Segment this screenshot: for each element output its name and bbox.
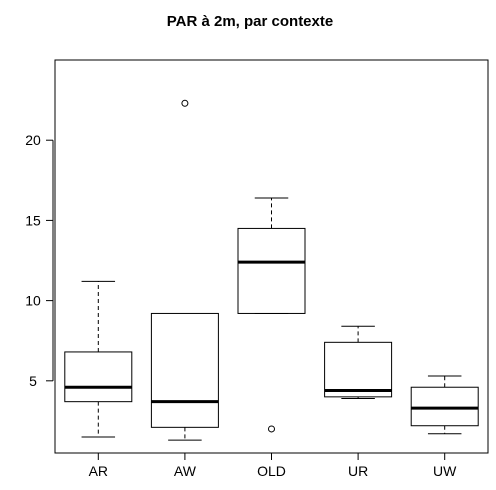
y-tick-label: 15 [25, 212, 41, 228]
x-axis: AR AW OLD UR UW [89, 453, 457, 479]
outlier-point [181, 99, 189, 107]
box-ur [324, 325, 393, 399]
box-iqr [150, 312, 219, 428]
box-aw [150, 99, 219, 441]
box-iqr [410, 386, 479, 427]
x-tick-label: AW [174, 463, 197, 479]
box-ar [64, 280, 133, 438]
outlier-point [268, 425, 275, 433]
box-old [237, 197, 306, 433]
box-iqr [237, 227, 306, 314]
x-tick-label: OLD [257, 463, 286, 479]
x-tick-label: UW [433, 463, 457, 479]
box-iqr [324, 341, 393, 398]
x-tick-label: AR [89, 463, 108, 479]
chart-title: PAR à 2m, par contexte [167, 13, 333, 30]
y-tick-label: 10 [25, 293, 41, 309]
box-iqr [64, 351, 133, 403]
box-series [64, 99, 479, 441]
y-tick-label: 20 [25, 132, 41, 148]
y-tick-label: 5 [29, 373, 37, 389]
y-axis: 5 10 15 20 [25, 132, 54, 389]
x-tick-label: UR [348, 463, 368, 479]
box-uw [410, 375, 479, 435]
